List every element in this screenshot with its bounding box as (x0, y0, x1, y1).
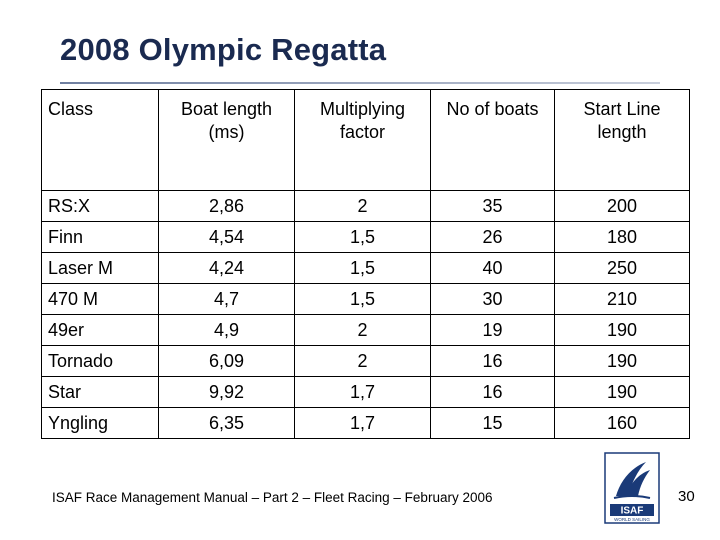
header-start-line-length: Start Line length (554, 89, 690, 191)
slide-footer: ISAF Race Management Manual – Part 2 – F… (52, 490, 493, 505)
cell-multiplying-factor: 2 (294, 345, 431, 377)
cell-no-of-boats: 19 (430, 314, 555, 346)
cell-start-line-length: 210 (554, 283, 690, 315)
header-boat-length-line2: (ms) (208, 122, 245, 142)
cell-boat-length: 4,7 (158, 283, 295, 315)
cell-class: Tornado (41, 345, 159, 377)
svg-text:ISAF: ISAF (621, 506, 644, 517)
cell-class: 470 M (41, 283, 159, 315)
cell-start-line-length: 200 (554, 190, 690, 222)
cell-start-line-length: 190 (554, 314, 690, 346)
header-multiplying-factor: Multiplying factor (294, 89, 431, 191)
cell-boat-length: 4,9 (158, 314, 295, 346)
table-row: Finn 4,54 1,5 26 180 (41, 221, 690, 253)
table-row: Star 9,92 1,7 16 190 (41, 376, 690, 408)
header-boat-length-line1: Boat length (180, 99, 273, 119)
cell-multiplying-factor: 2 (294, 314, 431, 346)
cell-multiplying-factor: 1,5 (294, 252, 431, 284)
header-class-line1: Class (48, 99, 94, 119)
cell-boat-length: 4,24 (158, 252, 295, 284)
table-row: Laser M 4,24 1,5 40 250 (41, 252, 690, 284)
cell-boat-length: 2,86 (158, 190, 295, 222)
cell-start-line-length: 190 (554, 345, 690, 377)
cell-class: Finn (41, 221, 159, 253)
cell-multiplying-factor: 1,7 (294, 407, 431, 439)
cell-start-line-length: 160 (554, 407, 690, 439)
cell-multiplying-factor: 1,5 (294, 283, 431, 315)
table-row: Tornado 6,09 2 16 190 (41, 345, 690, 377)
cell-start-line-length: 190 (554, 376, 690, 408)
header-no-of-boats-line1: No of boats (446, 99, 539, 119)
header-no-of-boats: No of boats (430, 89, 555, 191)
page-number: 30 (678, 488, 695, 505)
cell-no-of-boats: 35 (430, 190, 555, 222)
table-row: Yngling 6,35 1,7 15 160 (41, 407, 690, 439)
cell-no-of-boats: 16 (430, 345, 555, 377)
header-multiplying-factor-line1: Multiplying (319, 99, 406, 119)
table-row: RS:X 2,86 2 35 200 (41, 190, 690, 222)
table-row: 470 M 4,7 1,5 30 210 (41, 283, 690, 315)
cell-boat-length: 6,35 (158, 407, 295, 439)
header-start-line-length-line2: length (597, 122, 647, 142)
cell-class: Star (41, 376, 159, 408)
table-row: 49er 4,9 2 19 190 (41, 314, 690, 346)
cell-boat-length: 4,54 (158, 221, 295, 253)
svg-text:WORLD SAILING: WORLD SAILING (614, 517, 650, 522)
title-underline (60, 82, 660, 84)
cell-no-of-boats: 30 (430, 283, 555, 315)
cell-no-of-boats: 16 (430, 376, 555, 408)
cell-class: Laser M (41, 252, 159, 284)
header-boat-length: Boat length (ms) (158, 89, 295, 191)
isaf-logo-icon: ISAF WORLD SAILING (604, 452, 660, 524)
table-header-row: Class Boat length (ms) Multiplying facto… (41, 89, 690, 191)
cell-multiplying-factor: 1,5 (294, 221, 431, 253)
cell-class: 49er (41, 314, 159, 346)
cell-start-line-length: 250 (554, 252, 690, 284)
cell-no-of-boats: 15 (430, 407, 555, 439)
header-multiplying-factor-line2: factor (339, 122, 386, 142)
cell-no-of-boats: 26 (430, 221, 555, 253)
cell-no-of-boats: 40 (430, 252, 555, 284)
cell-start-line-length: 180 (554, 221, 690, 253)
regatta-table: Class Boat length (ms) Multiplying facto… (41, 89, 690, 439)
header-start-line-length-line1: Start Line (583, 99, 661, 119)
cell-multiplying-factor: 1,7 (294, 376, 431, 408)
cell-class: Yngling (41, 407, 159, 439)
cell-class: RS:X (41, 190, 159, 222)
header-class: Class (41, 89, 159, 191)
cell-multiplying-factor: 2 (294, 190, 431, 222)
cell-boat-length: 9,92 (158, 376, 295, 408)
slide-title: 2008 Olympic Regatta (60, 32, 387, 67)
cell-boat-length: 6,09 (158, 345, 295, 377)
